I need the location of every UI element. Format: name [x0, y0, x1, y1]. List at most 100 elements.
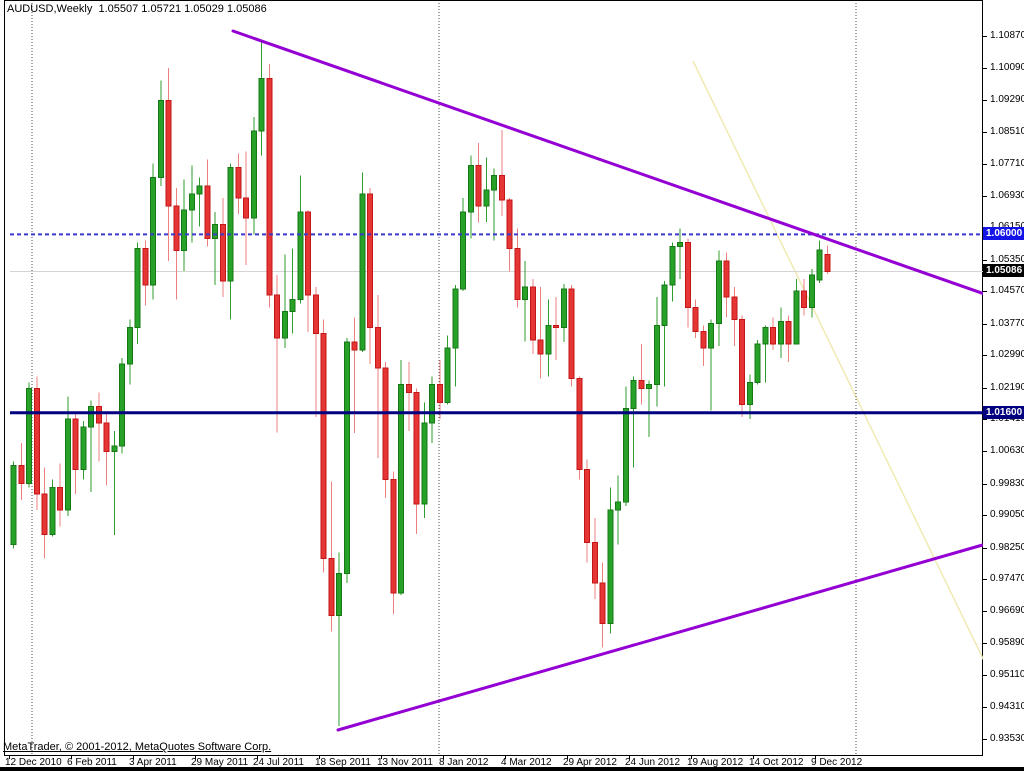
price-axis-label: 1.09290 — [990, 94, 1024, 105]
date-axis-tick — [815, 755, 816, 759]
bull-candle — [630, 379, 637, 410]
date-axis-label: 6 Feb 2011 — [67, 757, 117, 768]
bull-candle — [762, 327, 769, 345]
bull-candle — [212, 223, 218, 239]
bull-candle — [661, 284, 668, 327]
bear-candle — [103, 422, 110, 452]
bear-candle — [436, 383, 443, 404]
bull-candle — [715, 260, 722, 325]
bull-candle — [297, 211, 304, 300]
chart-title-ohlc: AUDUSD,Weekly 1.05507 1.05721 1.05029 1.… — [7, 3, 267, 15]
bull-candle — [816, 249, 823, 281]
bull-candle — [26, 387, 32, 485]
date-axis-tick — [443, 755, 444, 759]
bull-candle — [150, 177, 156, 286]
bear-candle — [305, 211, 311, 296]
bull-candle — [522, 286, 528, 300]
bear-candle — [413, 391, 420, 505]
ascending-trendline[interactable] — [336, 542, 987, 732]
bear-candle — [731, 296, 738, 321]
candlestick-chart-canvas[interactable] — [10, 2, 987, 755]
price-axis-tick — [983, 132, 987, 133]
price-axis-label: 1.03770 — [990, 318, 1024, 329]
price-axis-tick — [983, 196, 987, 197]
faint-yellow-trendline[interactable] — [692, 60, 987, 673]
bear-candle — [243, 197, 249, 219]
bull-candle — [646, 383, 652, 389]
price-axis-tick — [983, 675, 987, 676]
bull-candle — [227, 167, 234, 282]
bear-candle — [739, 319, 745, 406]
date-axis-tick — [71, 755, 72, 759]
bear-candle — [553, 325, 559, 329]
bull-candle — [80, 426, 87, 471]
price-axis-label: 1.05350 — [990, 254, 1024, 265]
bear-candle — [328, 558, 335, 616]
bear-candle — [367, 193, 373, 329]
bull-candle — [669, 246, 676, 286]
bull-candle — [188, 193, 195, 211]
date-axis-tick — [9, 755, 10, 759]
bull-candle — [258, 77, 265, 132]
copyright-text: MetaTrader, © 2001-2012, MetaQuotes Soft… — [3, 741, 272, 753]
window-bottom-border — [0, 767, 1024, 771]
price-axis-label: 1.02190 — [990, 382, 1024, 393]
bear-candle — [498, 175, 505, 201]
price-axis-label: 0.97470 — [990, 573, 1024, 584]
bull-candle — [88, 406, 94, 428]
price-axis-label: 1.00630 — [990, 445, 1024, 456]
bull-candle — [196, 185, 203, 195]
date-axis-tick — [195, 755, 196, 759]
bear-candle — [591, 541, 598, 584]
bull-candle — [119, 363, 125, 447]
bull-candle — [157, 100, 164, 179]
bear-candle — [405, 383, 412, 393]
bear-candle — [312, 294, 319, 335]
chart-plot-area[interactable] — [4, 0, 987, 756]
bull-candle — [429, 383, 435, 424]
bull-candle — [622, 408, 629, 503]
bear-candle — [692, 306, 699, 333]
price-axis-tick — [983, 515, 987, 516]
price-axis-tick — [983, 324, 987, 325]
price-axis-label: 1.02990 — [990, 349, 1024, 360]
bull-candle — [421, 422, 428, 505]
bear-candle — [382, 367, 389, 481]
descending-trendline[interactable] — [231, 29, 987, 297]
bull-candle — [134, 248, 141, 329]
bear-candle — [584, 469, 590, 543]
price-axis-tick — [983, 419, 987, 420]
bull-candle — [398, 383, 404, 594]
support-line-price-tag: 1.01600 — [983, 406, 1024, 419]
price-axis-label: 1.06930 — [990, 190, 1024, 201]
price-axis[interactable]: 1.10870 1.10090 1.09290 1.08510 1.07710 1.069… — [983, 0, 1024, 756]
price-axis-tick — [983, 68, 987, 69]
bear-candle — [506, 199, 513, 250]
bear-candle — [475, 164, 482, 207]
date-axis-tick — [257, 755, 258, 759]
price-axis-label: 1.06150 — [990, 221, 1024, 232]
price-axis-tick — [983, 260, 987, 261]
bear-candle — [320, 333, 327, 560]
bull-candle — [808, 274, 815, 308]
bear-candle — [576, 377, 583, 471]
bear-candle — [57, 487, 63, 511]
price-axis-tick — [983, 484, 987, 485]
bear-candle — [514, 248, 521, 300]
bull-candle — [64, 418, 71, 511]
date-axis[interactable]: 12 Dec 2010 6 Feb 2011 3 Apr 2011 29 May 20… — [0, 755, 1024, 768]
bull-candle — [677, 242, 683, 248]
bear-candle — [770, 327, 776, 345]
price-axis-label: 0.94310 — [990, 701, 1024, 712]
price-axis-tick — [983, 611, 987, 612]
bear-candle — [684, 242, 691, 308]
bull-candle — [181, 209, 187, 252]
date-axis-tick — [629, 755, 630, 759]
bull-candle — [359, 193, 366, 351]
bull-candle — [491, 175, 497, 191]
bull-candle — [250, 130, 257, 219]
bear-candle — [824, 253, 831, 272]
price-axis-label: 1.10090 — [990, 62, 1024, 73]
bull-candle — [483, 189, 490, 207]
